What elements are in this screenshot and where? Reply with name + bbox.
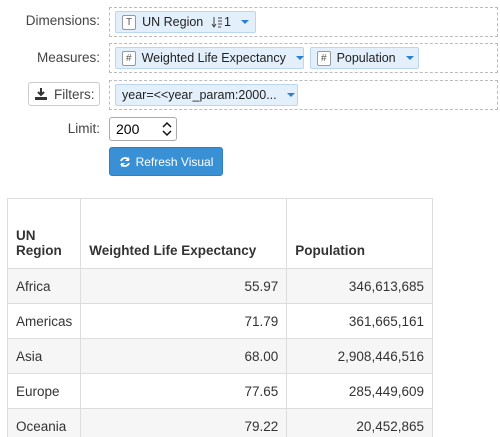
sort-icon <box>211 17 223 28</box>
table-cell: 68.00 <box>80 338 288 374</box>
dimensions-label: Dimensions: <box>25 13 100 28</box>
limit-value: 200 <box>116 121 140 137</box>
table-cell: 20,452,865 <box>286 408 433 437</box>
filter-pill[interactable]: year=<<year_param:2000... <box>115 84 298 106</box>
table-cell: 79.22 <box>80 408 288 437</box>
table-cell: 2,908,446,516 <box>286 338 433 374</box>
measure-name: Weighted Life Expectancy <box>141 51 286 65</box>
table-row: Americas 71.79 361,665,161 <box>6 303 433 339</box>
table-cell: 77.65 <box>80 373 288 409</box>
type-icon: # <box>122 50 136 66</box>
sort-order: 1 <box>224 15 231 29</box>
dimension-pill[interactable]: T UN Region 1 <box>115 11 256 33</box>
table-row: Africa 55.97 346,613,685 <box>6 268 433 304</box>
refresh-button[interactable]: Refresh Visual <box>109 147 223 176</box>
table-cell: 361,665,161 <box>286 303 433 339</box>
table-cell: Americas <box>6 303 82 339</box>
refresh-label: Refresh Visual <box>135 154 214 169</box>
table-cell: Oceania <box>6 408 82 437</box>
type-icon: # <box>317 50 331 66</box>
table-cell: 55.97 <box>80 268 288 304</box>
filter-name: year=<<year_param:2000... <box>122 88 277 102</box>
column-header: Population <box>286 198 433 269</box>
measures-shelf[interactable]: # Weighted Life Expectancy # Population <box>109 43 498 73</box>
table-cell: 346,613,685 <box>286 268 433 304</box>
measures-label: Measures: <box>36 50 100 65</box>
table-cell: 285,449,609 <box>286 373 433 409</box>
table-cell: 71.79 <box>80 303 288 339</box>
table-row: Oceania 79.22 20,452,865 <box>6 408 433 437</box>
measure-name: Population <box>336 51 396 65</box>
measure-pill[interactable]: # Weighted Life Expectancy <box>115 47 304 69</box>
limit-input[interactable]: 200 <box>109 117 177 141</box>
limit-label: Limit: <box>67 121 100 136</box>
spinner[interactable] <box>162 121 172 137</box>
dimension-name: UN Region <box>142 15 204 29</box>
results-table: UN Region Weighted Life Expectancy Populat… <box>6 198 433 437</box>
dimensions-shelf[interactable]: T UN Region 1 <box>109 7 498 37</box>
table-row: Europe 77.65 285,449,609 <box>6 373 433 409</box>
refresh-icon <box>119 156 130 167</box>
filters-button[interactable]: Filters: <box>28 82 100 106</box>
header-row: UN Region Weighted Life Expectancy Populat… <box>6 198 433 269</box>
download-icon <box>35 88 47 100</box>
table-cell: Asia <box>6 338 82 374</box>
filters-label: Filters: <box>54 86 95 102</box>
type-icon: T <box>122 14 137 30</box>
column-header: Weighted Life Expectancy <box>80 198 288 269</box>
caret <box>286 93 295 97</box>
filters-shelf[interactable]: year=<<year_param:2000... <box>109 80 498 110</box>
measure-pill[interactable]: # Population <box>310 47 419 69</box>
caret <box>405 56 414 60</box>
caret <box>295 56 304 60</box>
column-header: UN Region <box>6 198 82 269</box>
table-row: Asia 68.00 2,908,446,516 <box>6 338 433 374</box>
caret <box>241 20 249 24</box>
table-cell: Europe <box>6 373 82 409</box>
table-cell: Africa <box>6 268 82 304</box>
